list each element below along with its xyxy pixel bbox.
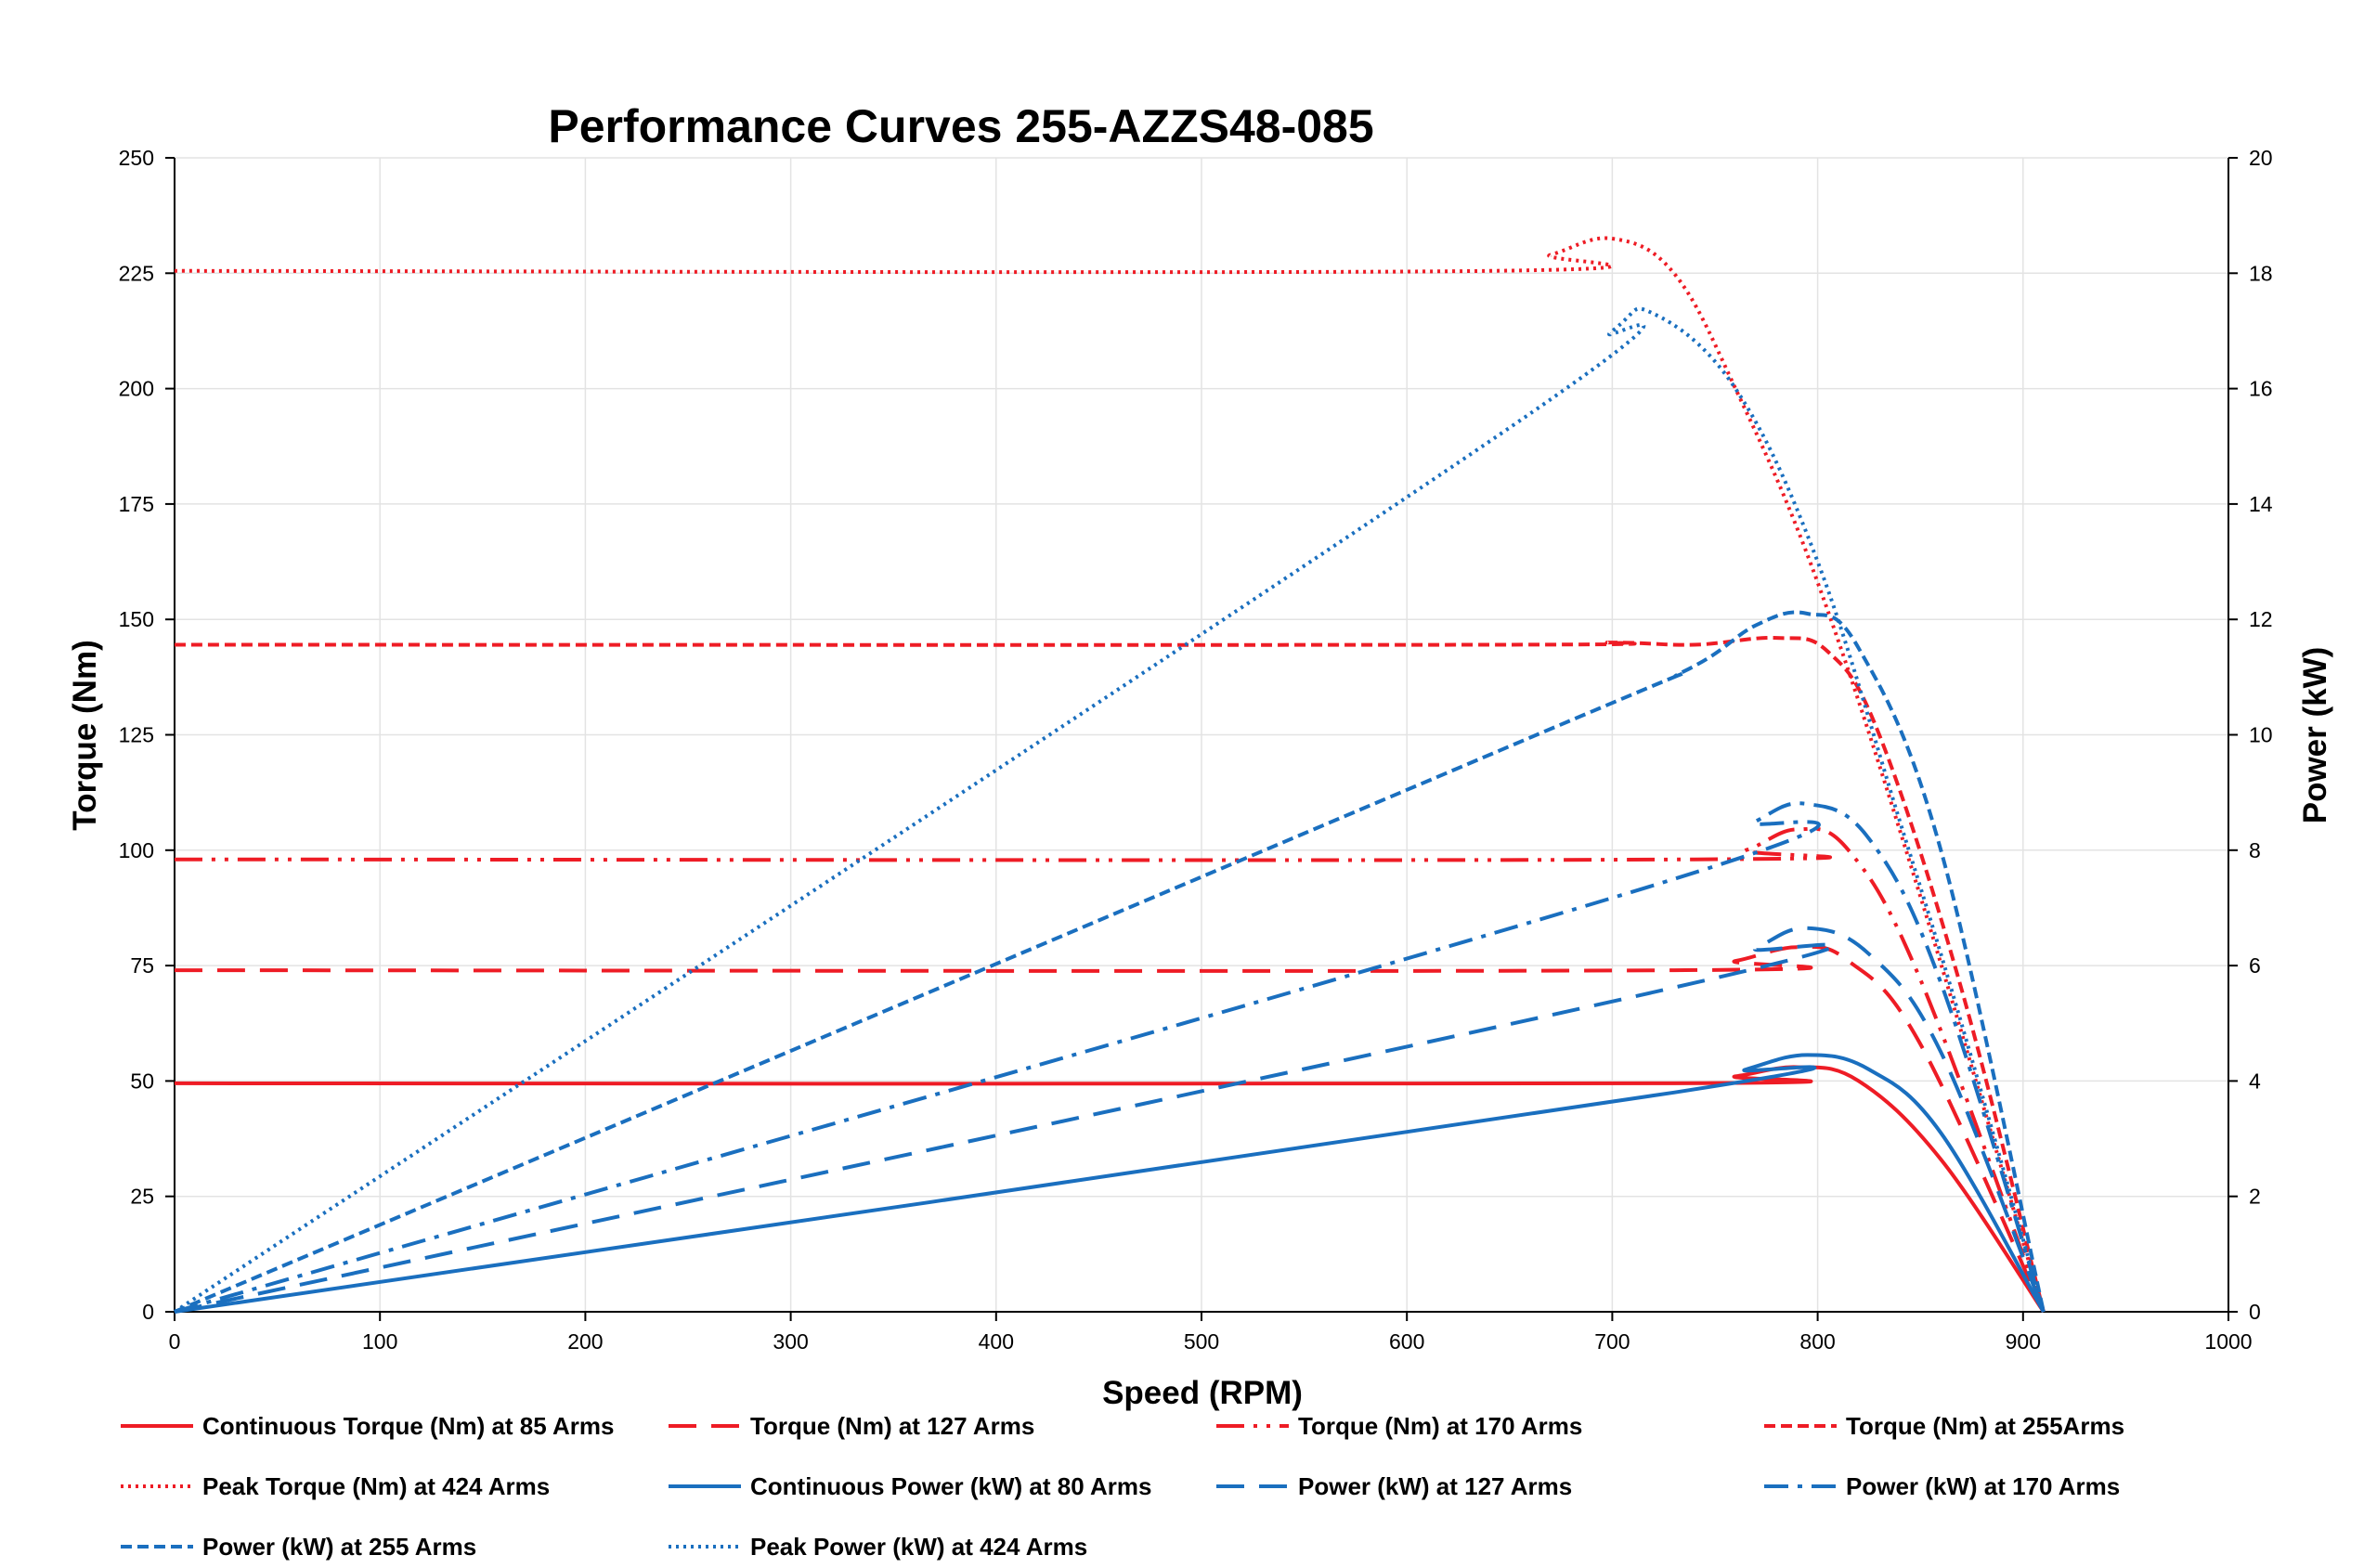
y2-tick-label: 0 bbox=[2249, 1300, 2261, 1324]
x-tick-label: 900 bbox=[2006, 1329, 2041, 1354]
legend-label: Power (kW) at 170 Arms bbox=[1846, 1472, 2120, 1500]
y-tick-label: 75 bbox=[130, 953, 154, 978]
x-tick-label: 500 bbox=[1184, 1329, 1219, 1354]
grid bbox=[175, 157, 2228, 1312]
series-line-6 bbox=[174, 1053, 2046, 1314]
y-tick-label: 175 bbox=[119, 492, 154, 516]
y2-tick-label: 20 bbox=[2249, 146, 2273, 170]
legend-label: Power (kW) at 127 Arms bbox=[1298, 1472, 1572, 1500]
y-tick-label: 50 bbox=[130, 1069, 154, 1093]
legend-label: Continuous Power (kW) at 80 Arms bbox=[750, 1472, 1151, 1500]
x-tick-label: 200 bbox=[567, 1329, 603, 1354]
x-tick-label: 1000 bbox=[2204, 1329, 2252, 1354]
y-tick-label: 225 bbox=[119, 261, 154, 285]
legend-label: Peak Power (kW) at 424 Arms bbox=[750, 1533, 1087, 1561]
series-line-10 bbox=[173, 306, 2046, 1314]
y2-tick-label: 16 bbox=[2249, 377, 2273, 401]
x-tick-label: 600 bbox=[1389, 1329, 1424, 1354]
x-tick-label: 100 bbox=[362, 1329, 397, 1354]
x-tick-label: 0 bbox=[169, 1329, 181, 1354]
y-tick-label: 25 bbox=[130, 1185, 154, 1209]
y2-tick-label: 14 bbox=[2249, 492, 2273, 516]
y-tick-label: 200 bbox=[119, 377, 154, 401]
series-line-8 bbox=[174, 801, 2046, 1314]
y-tick-label: 125 bbox=[119, 723, 154, 747]
y-tick-label: 150 bbox=[119, 607, 154, 631]
x-tick-label: 800 bbox=[1799, 1329, 1835, 1354]
y-tick-label: 0 bbox=[142, 1300, 154, 1324]
series-line-3 bbox=[174, 826, 2046, 1313]
y2-tick-label: 4 bbox=[2249, 1069, 2261, 1093]
y2-tick-label: 10 bbox=[2249, 723, 2273, 747]
series-line-1 bbox=[174, 1065, 2046, 1314]
x-tick-label: 700 bbox=[1594, 1329, 1630, 1354]
chart-title: Performance Curves 255-AZZS48-085 bbox=[548, 100, 1373, 152]
legend-label: Torque (Nm) at 127 Arms bbox=[750, 1412, 1034, 1440]
x-axis-title: Speed (RPM) bbox=[1102, 1375, 1303, 1411]
y2-tick-label: 12 bbox=[2249, 607, 2273, 631]
legend: Continuous Torque (Nm) at 85 Arms Torque … bbox=[121, 1412, 2124, 1561]
y-tick-label: 250 bbox=[119, 146, 154, 170]
y2-tick-label: 2 bbox=[2249, 1185, 2261, 1209]
y-axis-title: Torque (Nm) bbox=[67, 640, 103, 830]
series-line-4 bbox=[174, 635, 2046, 1313]
series-lines bbox=[173, 236, 2046, 1314]
series-line-7 bbox=[174, 926, 2046, 1314]
legend-label: Torque (Nm) at 170 Arms bbox=[1298, 1412, 1582, 1440]
series-line-5 bbox=[174, 236, 2046, 1313]
y-tick-label: 100 bbox=[119, 838, 154, 862]
legend-label: Peak Torque (Nm) at 424 Arms bbox=[202, 1472, 550, 1500]
y2-tick-label: 8 bbox=[2249, 838, 2261, 862]
y2-tick-label: 18 bbox=[2249, 261, 2273, 285]
y2-axis-title: Power (kW) bbox=[2297, 647, 2333, 824]
legend-label: Power (kW) at 255 Arms bbox=[202, 1533, 476, 1561]
x-tick-label: 300 bbox=[773, 1329, 808, 1354]
series-line-2 bbox=[174, 944, 2046, 1313]
series-line-9 bbox=[174, 610, 2046, 1314]
y2-tick-label: 6 bbox=[2249, 953, 2261, 978]
axes: 0 100 200 300 400 500 600 700 800 900 100002550751… bbox=[119, 146, 2273, 1354]
legend-label: Torque (Nm) at 255Arms bbox=[1846, 1412, 2124, 1440]
x-tick-label: 400 bbox=[979, 1329, 1014, 1354]
legend-label: Continuous Torque (Nm) at 85 Arms bbox=[202, 1412, 614, 1440]
